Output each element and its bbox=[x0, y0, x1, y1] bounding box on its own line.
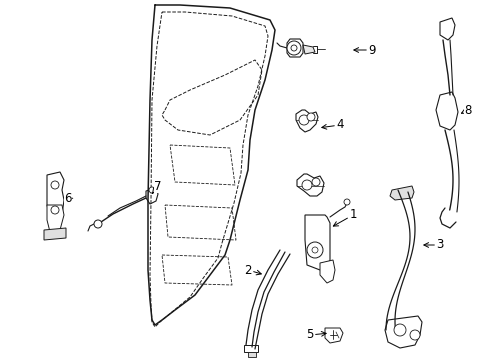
Polygon shape bbox=[146, 188, 158, 204]
Circle shape bbox=[307, 113, 315, 121]
Circle shape bbox=[312, 247, 318, 253]
Circle shape bbox=[344, 199, 350, 205]
Polygon shape bbox=[44, 228, 66, 240]
Polygon shape bbox=[248, 352, 256, 357]
Polygon shape bbox=[297, 174, 324, 196]
Text: 5: 5 bbox=[306, 328, 326, 342]
Polygon shape bbox=[385, 316, 422, 348]
Text: 3: 3 bbox=[424, 238, 443, 252]
Circle shape bbox=[312, 178, 320, 186]
Circle shape bbox=[51, 206, 59, 214]
Text: 8: 8 bbox=[462, 104, 472, 117]
Polygon shape bbox=[390, 186, 414, 200]
Circle shape bbox=[394, 324, 406, 336]
Polygon shape bbox=[440, 18, 455, 40]
Circle shape bbox=[410, 330, 420, 340]
Circle shape bbox=[149, 187, 155, 193]
Polygon shape bbox=[436, 92, 458, 130]
Circle shape bbox=[94, 220, 102, 228]
Circle shape bbox=[51, 181, 59, 189]
Text: 1: 1 bbox=[333, 208, 357, 226]
Polygon shape bbox=[287, 39, 303, 57]
Circle shape bbox=[302, 180, 312, 190]
Polygon shape bbox=[303, 45, 315, 54]
Polygon shape bbox=[47, 172, 64, 222]
Circle shape bbox=[299, 115, 309, 125]
Polygon shape bbox=[325, 328, 343, 343]
Circle shape bbox=[291, 45, 297, 51]
Circle shape bbox=[287, 41, 301, 55]
Polygon shape bbox=[244, 345, 258, 352]
Polygon shape bbox=[305, 215, 330, 270]
Circle shape bbox=[307, 242, 323, 258]
Text: 7: 7 bbox=[152, 180, 162, 193]
Polygon shape bbox=[296, 110, 318, 132]
Text: 6: 6 bbox=[64, 192, 73, 204]
Text: 2: 2 bbox=[244, 264, 261, 276]
Text: 9: 9 bbox=[354, 44, 376, 57]
Text: 4: 4 bbox=[322, 118, 344, 131]
Polygon shape bbox=[47, 205, 64, 232]
Polygon shape bbox=[320, 260, 335, 283]
